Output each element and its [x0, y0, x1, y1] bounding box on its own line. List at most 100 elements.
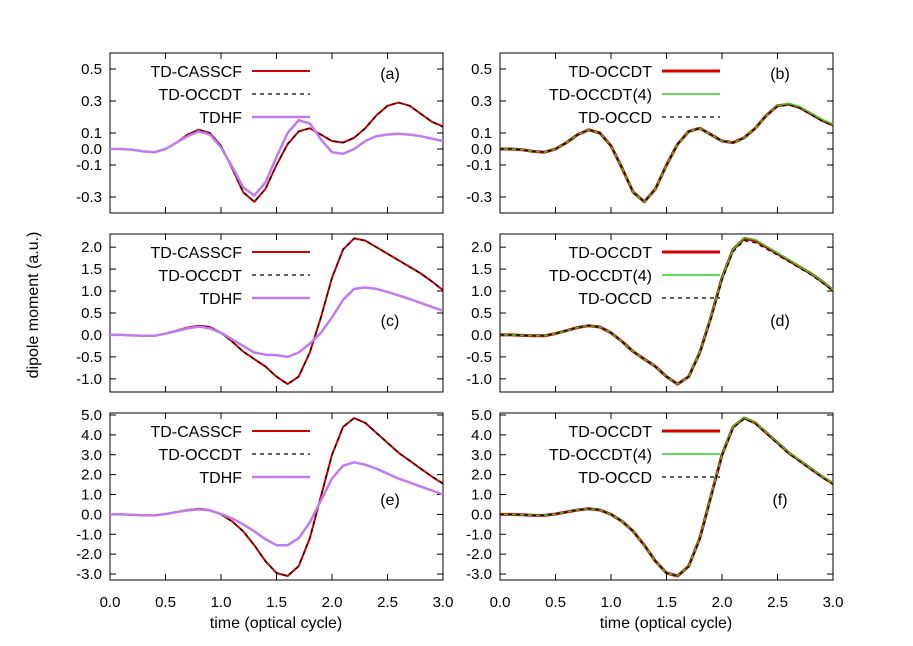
- series-line-tdhf: [110, 286, 444, 359]
- y-tick-label: 0.5: [471, 61, 492, 78]
- y-tick-label: 0.0: [471, 506, 492, 523]
- series-line-td-occdt: [110, 237, 444, 385]
- legend-label: TD-CASSCF: [150, 64, 242, 81]
- legend-label: TD-OCCDT: [158, 447, 242, 464]
- x-tick-label: 1.0: [211, 594, 232, 611]
- y-tick-label: 0.3: [81, 93, 102, 110]
- y-tick-label: 1.5: [81, 261, 102, 278]
- y-tick-label: -0.1: [466, 157, 492, 174]
- legend-label: TD-OCCD: [578, 291, 652, 308]
- y-tick-label: -2.0: [466, 546, 492, 563]
- y-tick-label: 2.0: [81, 467, 102, 484]
- series-line-tdhf: [110, 461, 444, 547]
- legend-label: TD-OCCDT: [158, 268, 242, 285]
- legend-label: TD-OCCDT(4): [549, 447, 652, 464]
- panel-f: 0.0 0.5 1.0 1.5 2.0 2.5 3.0 5.0 4.0 3.0 2.0 1.0 0.0 -…: [466, 407, 843, 611]
- y-tick-label: 0.0: [81, 327, 102, 344]
- panel-label: (f): [772, 492, 787, 509]
- panel-a: 0.5 0.3 0.10.0-0.1 -0.3 TD-CASSCF TD-OCCDT TDH…: [76, 52, 444, 214]
- x-tick-label: 3.0: [823, 594, 844, 611]
- legend-label: TDHF: [199, 110, 242, 127]
- y-axis-label: dipole moment (a.u.): [25, 232, 42, 379]
- y-tick-label: -0.3: [466, 189, 492, 206]
- panel-b: 0.5 0.3 0.10.0-0.1 -0.3 TD-OCCDT TD-OCCDT(4) T…: [466, 52, 834, 214]
- y-tick-label: 0.3: [471, 93, 492, 110]
- y-tick-label: 0.1: [471, 125, 492, 142]
- y-tick-label: -1.0: [466, 371, 492, 388]
- x-tick-label: 0.5: [155, 594, 176, 611]
- legend-label: TD-OCCDT: [158, 87, 242, 104]
- y-tick-label: 1.0: [471, 487, 492, 504]
- x-tick-label: 1.5: [266, 594, 287, 611]
- legend-label: TD-OCCD: [578, 470, 652, 487]
- legend-label: TD-CASSCF: [150, 424, 242, 441]
- y-tick-label: 5.0: [471, 407, 492, 424]
- y-tick-label: -1.0: [466, 526, 492, 543]
- y-tick-label: -0.5: [76, 349, 102, 366]
- x-tick-label: 2.0: [712, 594, 733, 611]
- legend-label: TD-OCCDT(4): [549, 268, 652, 285]
- panel-label: (c): [381, 313, 400, 330]
- panel-d: 2.0 1.5 1.0 0.5 0.0 -0.5 -1.0 TD-OCCDT TD-OCCDT(…: [466, 233, 834, 393]
- panel-label: (a): [380, 66, 400, 83]
- x-tick-label: 0.5: [545, 594, 566, 611]
- x-tick-label: 3.0: [433, 594, 454, 611]
- y-tick-label: 0.5: [81, 61, 102, 78]
- panel-label: (b): [770, 66, 790, 83]
- y-tick-label: -3.0: [466, 566, 492, 583]
- legend-label: TD-OCCDT: [568, 245, 652, 262]
- x-tick-label: 2.5: [377, 594, 398, 611]
- series-line-tdhf: [110, 118, 444, 197]
- y-tick-label: 3.0: [81, 447, 102, 464]
- y-tick-label: 0.0: [81, 506, 102, 523]
- y-tick-label: 1.0: [81, 487, 102, 504]
- x-tick-label: 1.0: [601, 594, 622, 611]
- y-tick-label: -3.0: [76, 566, 102, 583]
- y-tick-label: 0.1: [81, 125, 102, 142]
- series-line-td-occdt: [110, 417, 444, 577]
- y-tick-label: 3.0: [471, 447, 492, 464]
- series-line-td-occd: [500, 418, 834, 577]
- x-axis-label-left: time (optical cycle): [210, 615, 342, 632]
- y-tick-label: 1.5: [471, 261, 492, 278]
- panel-c: 2.0 1.5 1.0 0.5 0.0 -0.5 -1.0 TD-CASSCF TD-OCCDT…: [76, 233, 444, 393]
- x-tick-label: 2.0: [322, 594, 343, 611]
- legend-label: TD-OCCDT(4): [549, 87, 652, 104]
- legend-label: TD-OCCDT: [568, 64, 652, 81]
- series-line-td-occdt-4-: [500, 102, 834, 203]
- panel-label: (e): [380, 492, 400, 509]
- y-tick-label: 2.0: [471, 239, 492, 256]
- legend-label: TD-OCCDT: [568, 424, 652, 441]
- y-tick-label: -0.3: [76, 189, 102, 206]
- panel-label: (d): [770, 313, 790, 330]
- legend-label: TD-OCCD: [578, 110, 652, 127]
- y-tick-label: 4.0: [81, 427, 102, 444]
- panels: 0.50.30.10.0-0.1-0.3TD-CASSCFTD-OCCDTTDH…: [76, 52, 843, 611]
- y-tick-label: 0.0: [471, 327, 492, 344]
- series-line-td-occdt-4-: [500, 236, 834, 385]
- x-tick-label: 0.0: [490, 594, 511, 611]
- legend-label: TD-CASSCF: [150, 245, 242, 262]
- y-tick-label: -0.5: [466, 349, 492, 366]
- series-line-td-occdt: [500, 102, 834, 204]
- x-tick-label: 1.5: [656, 594, 677, 611]
- y-tick-label: -1.0: [76, 371, 102, 388]
- y-tick-label: 0.0: [81, 141, 102, 158]
- legend-label: TDHF: [199, 291, 242, 308]
- y-tick-label: 5.0: [81, 407, 102, 424]
- series-line-td-occd: [500, 104, 834, 203]
- panel-e: 0.0 0.5 1.0 1.5 2.0 2.5 3.0 5.0 4.0 3.0 2.0 1.0 0.0 -…: [76, 407, 453, 611]
- y-tick-label: -1.0: [76, 526, 102, 543]
- y-tick-label: 2.0: [81, 239, 102, 256]
- y-tick-label: 4.0: [471, 427, 492, 444]
- y-tick-label: 1.0: [81, 283, 102, 300]
- y-tick-label: 0.5: [81, 305, 102, 322]
- legend-label: TDHF: [199, 470, 242, 487]
- y-tick-label: 0.0: [471, 141, 492, 158]
- x-tick-label: 0.0: [100, 594, 121, 611]
- y-tick-label: 2.0: [471, 467, 492, 484]
- y-tick-label: -2.0: [76, 546, 102, 563]
- y-tick-label: 0.5: [471, 305, 492, 322]
- x-axis-label-right: time (optical cycle): [600, 615, 732, 632]
